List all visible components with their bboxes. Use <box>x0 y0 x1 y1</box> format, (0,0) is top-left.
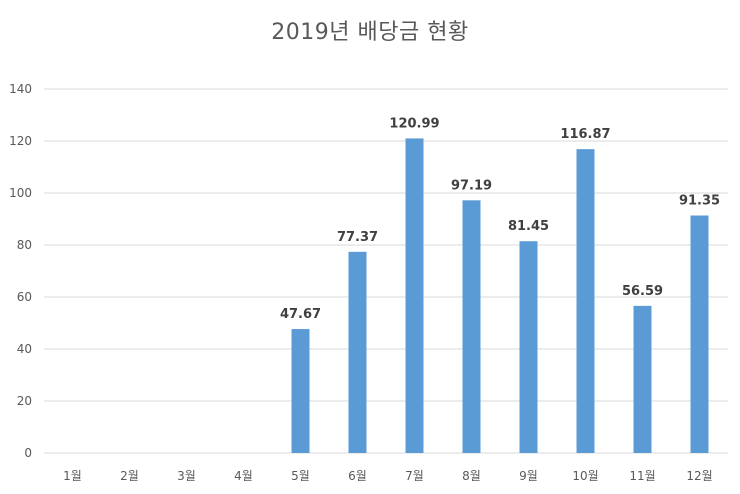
x-tick-label: 9월 <box>519 469 538 483</box>
y-tick-label: 80 <box>17 238 32 252</box>
x-tick-label: 3월 <box>177 469 196 483</box>
bar <box>633 305 652 453</box>
bar <box>519 241 538 453</box>
data-label: 56.59 <box>622 284 663 299</box>
gridlines <box>44 88 728 454</box>
x-tick-label: 1월 <box>63 469 82 483</box>
x-tick-label: 5월 <box>291 469 310 483</box>
data-labels: 47.67 77.37 120.99 97.19 81.45 116.87 56.59 91.… <box>280 116 720 322</box>
data-label: 97.19 <box>451 178 492 193</box>
y-tick-label: 60 <box>17 290 32 304</box>
x-tick-label: 2월 <box>120 469 139 483</box>
x-tick-label: 8월 <box>462 469 481 483</box>
bar <box>690 215 709 453</box>
y-tick-label: 120 <box>9 134 32 148</box>
x-tick-label: 10월 <box>572 469 598 483</box>
y-tick-label: 40 <box>17 342 32 356</box>
data-label: 116.87 <box>560 127 610 142</box>
data-label: 81.45 <box>508 219 549 234</box>
y-tick-label: 0 <box>24 446 32 460</box>
y-axis-ticks: 0 20 40 60 80 100 120 140 <box>9 82 32 460</box>
data-label: 91.35 <box>679 193 720 208</box>
bar <box>348 251 367 453</box>
x-tick-label: 6월 <box>348 469 367 483</box>
data-label: 77.37 <box>337 230 378 245</box>
data-label: 47.67 <box>280 307 321 322</box>
bar <box>291 329 310 453</box>
y-tick-label: 20 <box>17 394 32 408</box>
x-tick-label: 11월 <box>629 469 655 483</box>
y-tick-label: 100 <box>9 186 32 200</box>
chart-title: 2019년 배당금 현황 <box>271 20 469 45</box>
bar <box>405 138 424 453</box>
x-tick-label: 4월 <box>234 469 253 483</box>
bars <box>291 138 709 453</box>
y-tick-label: 140 <box>9 82 32 96</box>
x-tick-label: 12월 <box>686 469 712 483</box>
x-axis-ticks: 1월 2월 3월 4월 5월 6월 7월 8월 9월 10월 11월 12월 <box>63 469 713 483</box>
bar <box>462 200 481 453</box>
bar <box>576 149 595 453</box>
data-label: 120.99 <box>389 116 439 131</box>
x-tick-label: 7월 <box>405 469 424 483</box>
